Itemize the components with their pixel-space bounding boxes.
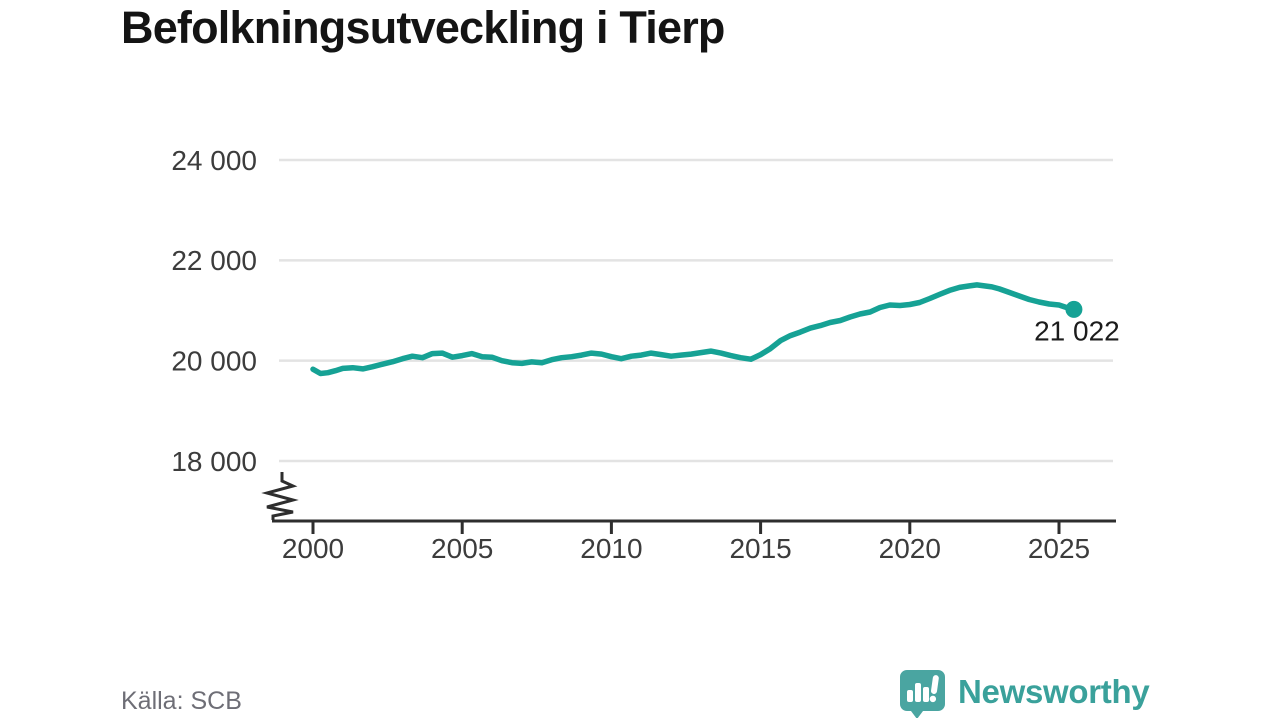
x-tick-label: 2015 bbox=[729, 533, 791, 564]
x-tick-label: 2010 bbox=[580, 533, 642, 564]
latest-value-label: 21 022 bbox=[1034, 315, 1120, 346]
x-tick-label: 2000 bbox=[282, 533, 344, 564]
source-label: Källa: SCB bbox=[121, 687, 242, 715]
newsworthy-logo-icon bbox=[900, 670, 945, 718]
chart-title: Befolkningsutveckling i Tierp bbox=[121, 2, 725, 53]
x-tick-label: 2025 bbox=[1028, 533, 1090, 564]
y-tick-label: 24 000 bbox=[171, 145, 257, 176]
x-tick-label: 2020 bbox=[879, 533, 941, 564]
y-tick-label: 22 000 bbox=[171, 245, 257, 276]
y-tick-label: 18 000 bbox=[171, 446, 257, 477]
newsworthy-logo-text: Newsworthy bbox=[958, 673, 1150, 710]
exclamation-glyph bbox=[929, 675, 939, 703]
axis-break-symbol bbox=[261, 472, 299, 520]
x-tick-label: 2005 bbox=[431, 533, 493, 564]
population-line bbox=[310, 282, 1077, 377]
latest-value-dot bbox=[1065, 300, 1083, 318]
y-tick-label: 20 000 bbox=[171, 345, 257, 376]
bar-chart-glyph bbox=[907, 675, 939, 703]
newsworthy-logo: Newsworthy bbox=[896, 666, 1150, 718]
